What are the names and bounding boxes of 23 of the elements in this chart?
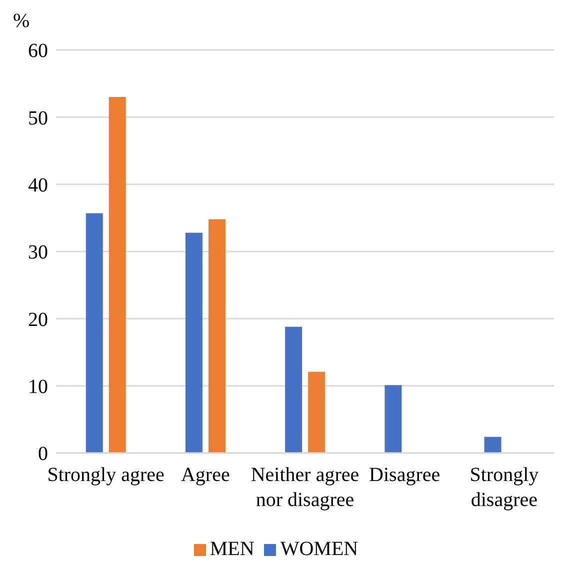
x-tick-label: Neither agree nor disagree (250, 464, 360, 512)
legend-label: MEN (210, 538, 254, 560)
legend-label: WOMEN (280, 538, 358, 560)
x-tick-label: Strongly agree (47, 464, 165, 486)
x-tick-label: Strongly disagree (470, 464, 539, 512)
y-tick-label: 50 (28, 107, 48, 130)
bar (185, 232, 202, 453)
y-tick-label: 30 (28, 242, 48, 264)
y-axis-title: % (13, 10, 30, 33)
bar (208, 219, 226, 453)
bar (484, 436, 502, 453)
y-tick-label: 60 (28, 40, 48, 62)
bar (86, 213, 103, 453)
y-tick-label: 0 (38, 443, 48, 466)
bar (308, 372, 326, 453)
bar (285, 326, 302, 453)
x-tick-label: Agree (180, 464, 230, 486)
y-tick-label: 10 (28, 376, 48, 398)
y-tick-label: 20 (28, 308, 48, 331)
bar (384, 385, 402, 453)
y-tick-label: 40 (28, 174, 48, 196)
bar (108, 97, 126, 453)
x-tick-label: Disagree (369, 464, 440, 486)
